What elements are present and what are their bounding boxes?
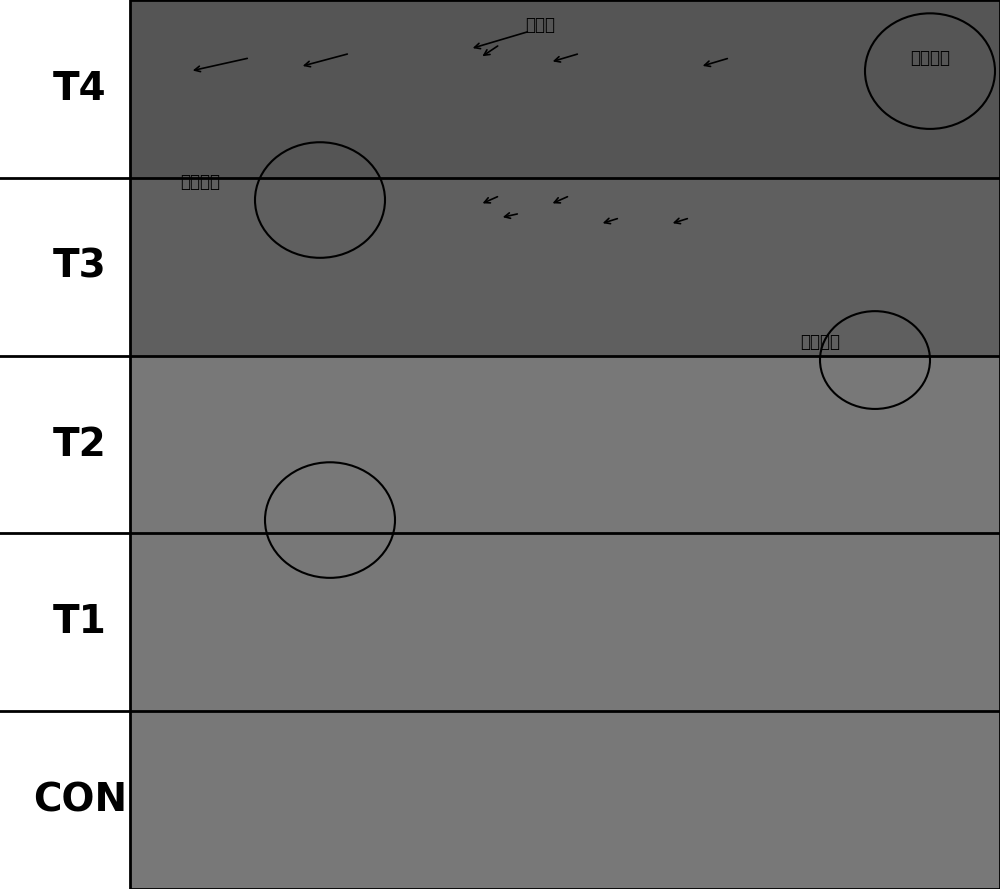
Bar [130,178,1000,356]
Text: 出血点: 出血点 [525,16,555,34]
Text: T4: T4 [53,70,107,108]
Text: CON: CON [33,781,127,819]
Bar [130,533,1000,711]
Text: T2: T2 [53,426,107,463]
Text: T1: T1 [53,604,107,641]
Text: 肠壁变薄: 肠壁变薄 [800,333,840,351]
Bar [130,711,1000,889]
Text: 肠壁变薄: 肠壁变薄 [910,49,950,67]
Bar [130,0,1000,889]
Text: 肠壁变薄: 肠壁变薄 [180,173,220,191]
Bar [130,0,1000,178]
Bar [130,356,1000,533]
Text: T3: T3 [53,248,107,285]
